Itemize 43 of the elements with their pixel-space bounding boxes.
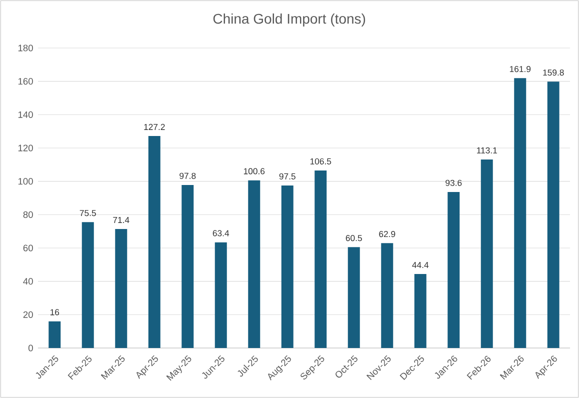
- bar: [448, 192, 460, 348]
- y-tick-label: 40: [23, 278, 33, 285]
- data-label: 161.9: [510, 66, 531, 72]
- bar: [381, 243, 394, 348]
- y-tick-label: 180: [18, 44, 33, 52]
- bar: [514, 78, 526, 348]
- data-label: 127.2: [144, 124, 165, 130]
- y-tick-label: 20: [23, 311, 33, 318]
- y-tick-label: 0: [28, 344, 33, 352]
- data-label: 159.8: [543, 69, 564, 76]
- data-label: 62.9: [379, 230, 396, 238]
- bar: [82, 222, 94, 348]
- data-label: 93.6: [446, 180, 462, 186]
- y-tick-label: 100: [18, 178, 33, 185]
- y-tick-label: 140: [18, 111, 33, 118]
- data-label: 16: [50, 309, 60, 316]
- data-label: 106.5: [310, 158, 332, 164]
- data-label: 71.4: [113, 216, 130, 223]
- bar: [314, 170, 327, 348]
- data-label: 97.5: [279, 173, 296, 180]
- bar: [480, 159, 493, 348]
- data-label: 44.4: [412, 262, 429, 268]
- bar: [182, 184, 194, 348]
- data-label: 63.4: [212, 230, 230, 236]
- bar: [48, 321, 61, 348]
- data-label: 97.8: [180, 172, 196, 179]
- bar: [547, 82, 560, 348]
- bar: [248, 180, 260, 348]
- data-label: 60.5: [346, 234, 362, 242]
- y-tick-label: 160: [18, 78, 33, 85]
- bar: [115, 228, 128, 348]
- bar: [414, 274, 426, 348]
- bar: [148, 136, 160, 348]
- bar: [281, 185, 294, 348]
- y-tick-label: 120: [18, 144, 33, 152]
- bar: [348, 247, 360, 348]
- chart-title: China Gold Import (tons): [213, 13, 366, 27]
- data-label: 113.1: [477, 147, 497, 154]
- data-label: 75.5: [80, 210, 96, 216]
- y-tick-label: 60: [23, 244, 33, 252]
- y-tick-label: 80: [23, 211, 33, 218]
- data-label: 100.6: [244, 168, 265, 174]
- bar: [214, 242, 227, 348]
